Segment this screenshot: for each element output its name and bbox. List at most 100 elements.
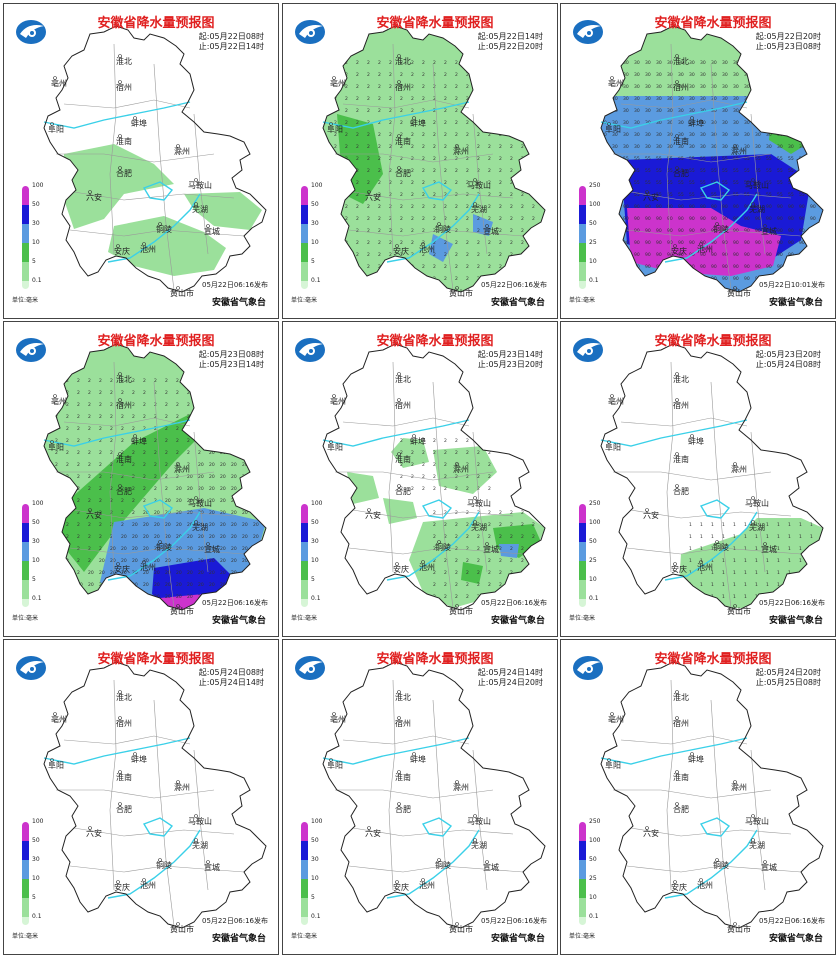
city-label: 蚌埠	[410, 754, 426, 764]
svg-text:2: 2	[389, 228, 392, 234]
svg-text:2: 2	[543, 96, 546, 102]
svg-text:20: 20	[143, 534, 149, 540]
city-marker	[118, 372, 122, 376]
svg-text:20: 20	[231, 486, 237, 492]
svg-text:90: 90	[777, 216, 783, 222]
svg-text:90: 90	[821, 240, 827, 246]
precip-legend: 100 50 30 10 5 0.1	[14, 818, 44, 933]
svg-text:90: 90	[777, 204, 783, 210]
svg-text:30: 30	[711, 60, 717, 66]
end-time: 止:05月22日14时	[198, 42, 264, 51]
svg-text:2: 2	[356, 240, 359, 246]
svg-text:2: 2	[132, 426, 135, 432]
city-marker	[412, 752, 416, 756]
svg-text:90: 90	[744, 228, 750, 234]
svg-text:1: 1	[755, 606, 758, 612]
river	[43, 419, 191, 447]
svg-text:2: 2	[66, 438, 69, 444]
province-outline	[322, 661, 546, 929]
svg-text:2: 2	[422, 216, 425, 222]
svg-text:2: 2	[389, 108, 392, 114]
legend-swatch	[579, 822, 586, 841]
svg-text:2: 2	[444, 510, 447, 516]
svg-text:2: 2	[143, 414, 146, 420]
city-label: 宿州	[673, 82, 689, 92]
svg-text:30: 30	[788, 60, 794, 66]
svg-text:2: 2	[433, 144, 436, 150]
legend-swatch	[579, 523, 586, 542]
svg-text:90: 90	[678, 228, 684, 234]
svg-text:1: 1	[744, 594, 747, 600]
svg-text:2: 2	[345, 120, 348, 126]
legend-label: 30	[32, 538, 40, 545]
svg-text:2: 2	[198, 414, 201, 420]
city-label: 安庆	[671, 882, 687, 892]
svg-text:30: 30	[678, 108, 684, 114]
city-label: 黄山市	[170, 606, 194, 616]
city-marker	[412, 434, 416, 438]
province-map: 30 30 30 30 30 30 30 30 30 30 30 30 30 30 30 30 30 30 30 30…	[600, 25, 827, 298]
svg-text:2: 2	[532, 156, 535, 162]
district-border	[352, 827, 514, 837]
city-label: 合肥	[673, 168, 689, 178]
city-label: 宣城	[483, 862, 499, 872]
unit-label: 单位:毫米	[569, 615, 596, 622]
svg-text:2: 2	[499, 180, 502, 186]
svg-text:2: 2	[510, 558, 513, 564]
city-marker	[118, 54, 122, 58]
city-marker	[485, 542, 489, 546]
svg-text:2: 2	[242, 378, 245, 384]
city-marker	[329, 122, 333, 126]
svg-text:2: 2	[334, 216, 337, 222]
city-marker	[142, 242, 146, 246]
city-marker	[715, 540, 719, 544]
svg-text:2: 2	[132, 450, 135, 456]
svg-text:2: 2	[455, 486, 458, 492]
svg-text:2: 2	[154, 390, 157, 396]
river	[142, 181, 174, 201]
svg-text:2: 2	[543, 72, 546, 78]
svg-text:2: 2	[400, 132, 403, 138]
province-outline	[43, 343, 267, 611]
svg-text:20: 20	[176, 570, 182, 576]
svg-text:1: 1	[821, 534, 824, 540]
svg-text:2: 2	[466, 228, 469, 234]
svg-text:90: 90	[634, 252, 640, 258]
svg-text:2: 2	[543, 546, 546, 552]
svg-text:90: 90	[722, 276, 728, 282]
city-marker	[675, 690, 679, 694]
svg-text:30: 30	[766, 96, 772, 102]
svg-text:2: 2	[143, 390, 146, 396]
issue-time: 05月22日06:16发布	[759, 599, 825, 607]
legend-swatch	[22, 841, 29, 860]
svg-text:2: 2	[477, 132, 480, 138]
svg-text:2: 2	[264, 378, 267, 384]
legend-swatch	[301, 243, 308, 262]
province-outline	[322, 25, 546, 293]
svg-text:90: 90	[700, 252, 706, 258]
svg-text:55: 55	[678, 180, 684, 186]
svg-text:30: 30	[623, 96, 629, 102]
svg-text:1: 1	[766, 570, 769, 576]
svg-text:2: 2	[132, 486, 135, 492]
river	[322, 101, 470, 129]
svg-text:2: 2	[389, 180, 392, 186]
legend-swatch	[22, 523, 29, 542]
svg-text:2: 2	[389, 84, 392, 90]
svg-text:2: 2	[198, 402, 201, 408]
svg-text:20: 20	[231, 474, 237, 480]
svg-text:2: 2	[121, 510, 124, 516]
panel-title: 安徽省降水量预报图	[97, 334, 215, 349]
legend-label: 10	[311, 875, 319, 882]
svg-text:30: 30	[612, 60, 618, 66]
svg-text:2: 2	[66, 582, 69, 588]
svg-text:30: 30	[799, 120, 805, 126]
svg-text:2: 2	[88, 498, 91, 504]
svg-text:2: 2	[411, 108, 414, 114]
svg-text:2: 2	[389, 216, 392, 222]
svg-text:2: 2	[367, 204, 370, 210]
svg-text:30: 30	[733, 132, 739, 138]
svg-text:20: 20	[154, 606, 160, 612]
svg-text:2: 2	[466, 582, 469, 588]
